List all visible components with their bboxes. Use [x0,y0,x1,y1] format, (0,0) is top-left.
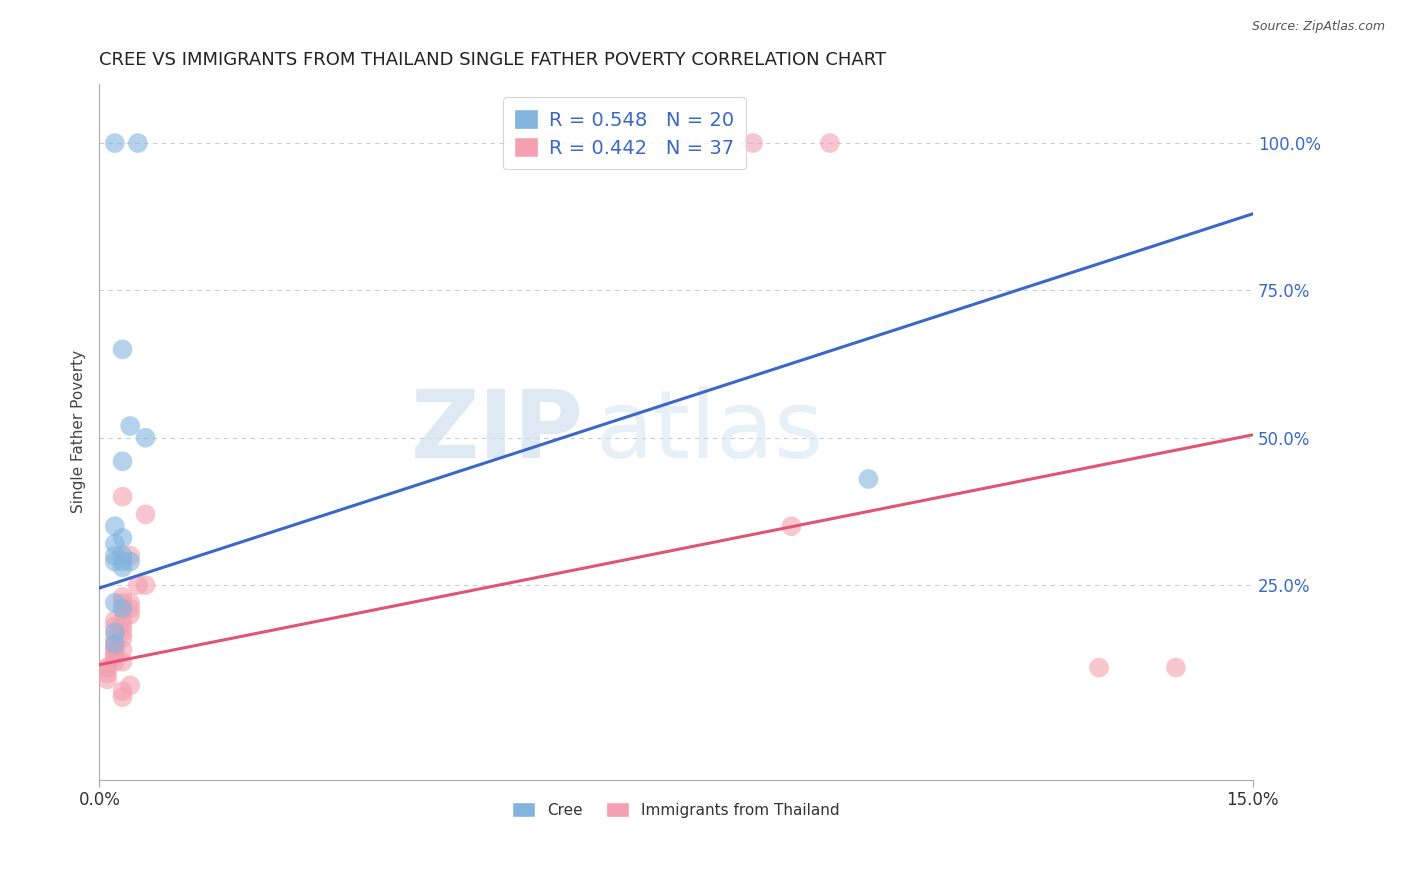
Point [111,619,134,633]
Point [120,549,142,563]
Point [104,643,127,657]
Point [742,136,765,150]
Point [111,614,134,628]
Text: atlas: atlas [595,386,824,478]
Point [120,419,142,434]
Point [111,590,134,604]
Point [104,637,127,651]
Point [120,596,142,610]
Point [104,619,127,633]
Point [135,578,157,592]
Point [104,631,127,645]
Point [104,555,127,569]
Legend: Cree, Immigrants from Thailand: Cree, Immigrants from Thailand [506,797,846,824]
Point [104,643,127,657]
Point [96,660,118,674]
Point [111,549,134,563]
Point [111,684,134,698]
Point [111,625,134,640]
Point [111,560,134,574]
Point [135,431,157,445]
Point [1164,660,1187,674]
Point [104,637,127,651]
Point [818,136,841,150]
Point [96,673,118,687]
Point [111,601,134,615]
Point [96,666,118,681]
Point [127,136,149,150]
Point [104,519,127,533]
Point [104,537,127,551]
Point [104,655,127,669]
Point [111,690,134,704]
Point [104,648,127,663]
Point [120,555,142,569]
Point [104,614,127,628]
Point [780,519,803,533]
Point [127,578,149,592]
Point [111,596,134,610]
Point [1088,660,1111,674]
Point [135,508,157,522]
Point [104,549,127,563]
Point [120,607,142,622]
Text: Source: ZipAtlas.com: Source: ZipAtlas.com [1251,20,1385,33]
Point [111,655,134,669]
Point [858,472,880,486]
Text: CREE VS IMMIGRANTS FROM THAILAND SINGLE FATHER POVERTY CORRELATION CHART: CREE VS IMMIGRANTS FROM THAILAND SINGLE … [100,51,887,69]
Point [104,136,127,150]
Point [96,660,118,674]
Point [104,648,127,663]
Point [111,555,134,569]
Text: ZIP: ZIP [411,386,583,478]
Point [111,643,134,657]
Point [104,625,127,640]
Point [120,678,142,692]
Point [111,343,134,357]
Y-axis label: Single Father Poverty: Single Father Poverty [72,351,86,514]
Point [111,531,134,545]
Point [111,631,134,645]
Point [104,596,127,610]
Point [120,601,142,615]
Point [111,490,134,504]
Point [111,454,134,468]
